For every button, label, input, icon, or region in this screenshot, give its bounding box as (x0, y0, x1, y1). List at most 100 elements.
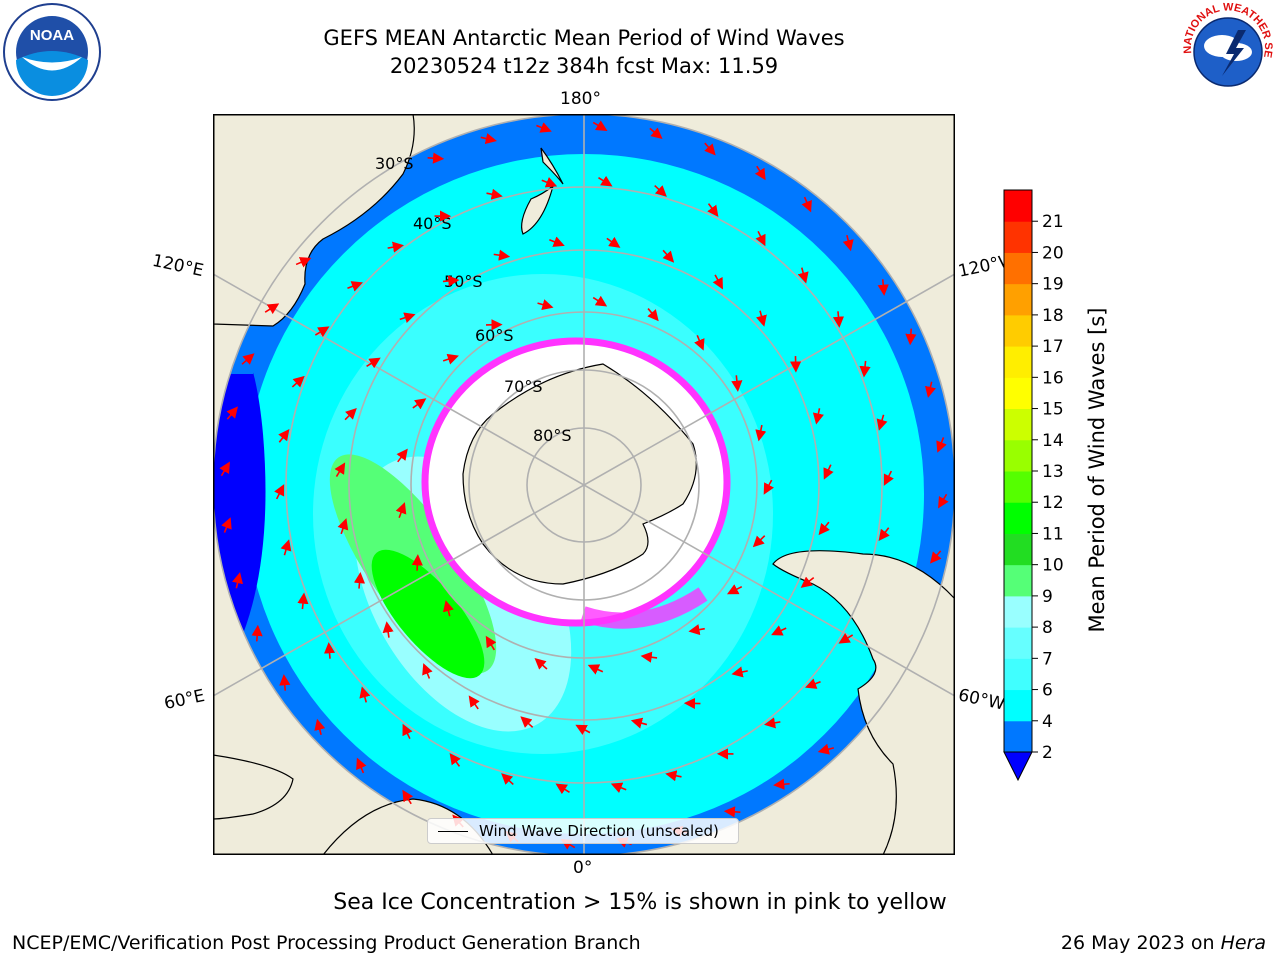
wave-direction-arrow (823, 464, 834, 480)
colorbar-swatch (1004, 314, 1032, 347)
wave-direction-arrow (356, 757, 367, 774)
wave-direction-arrow (763, 717, 781, 729)
wave-direction-arrow (449, 753, 461, 767)
wave-direction-arrow (536, 122, 552, 133)
wave-direction-arrow (402, 789, 414, 805)
wave-direction-arrow (859, 360, 871, 378)
wave-direction-arrow (427, 152, 445, 164)
wave-direction-arrow (876, 414, 888, 431)
wave-direction-arrow (402, 723, 413, 740)
colorbar-swatch (1004, 346, 1032, 378)
wave-direction-arrow (924, 381, 936, 398)
graticule (213, 114, 955, 855)
wave-direction-arrow (773, 778, 790, 790)
wave-direction-arrow (314, 326, 330, 338)
colorbar-swatch (1004, 283, 1032, 316)
wave-direction-arrow (442, 353, 459, 365)
wave-direction-arrow (592, 295, 608, 307)
lat-label-80s: 80°S (533, 426, 572, 445)
colorbar-swatch (1004, 595, 1032, 628)
wave-direction-arrow (337, 518, 349, 535)
footer-host: Hera (1220, 932, 1266, 954)
wave-direction-arrow (366, 357, 381, 369)
colorbar-tick-label: 12 (1042, 493, 1064, 513)
wave-direction-arrow (647, 308, 659, 322)
chart-subtitle: 20230524 t12z 384h fcst Max: 11.59 (389, 54, 779, 78)
wave-direction-arrow (688, 624, 705, 636)
legend-label: Wind Wave Direction (unscaled) (479, 822, 719, 840)
wave-direction-arrow (883, 470, 894, 486)
wave-direction-arrow (771, 625, 787, 636)
colorbar-tick-label: 17 (1042, 337, 1064, 357)
wave-direction-arrow (486, 188, 503, 200)
wave-direction-arrow (295, 257, 312, 268)
colorbar-tick-label: 14 (1042, 431, 1064, 451)
wave-direction-arrow (649, 127, 663, 139)
colorbar-swatch (1004, 252, 1032, 285)
colorbar-swatch (1004, 471, 1032, 503)
wave-direction-arrow (731, 375, 743, 392)
colorbar-swatch (1004, 564, 1032, 597)
wave-direction-arrow (936, 437, 947, 453)
wave-direction-arrow (537, 299, 554, 310)
wave-direction-arrow (422, 663, 433, 679)
wave-direction-arrow (264, 303, 280, 315)
colorbar-tick-label: 2 (1042, 743, 1053, 763)
wave-direction-arrow (726, 584, 743, 595)
wave-direction-arrow (334, 462, 346, 477)
wave-direction-arrow (541, 177, 558, 188)
noaa-logo: NOAA (3, 3, 101, 101)
wave-direction-arrow (232, 572, 244, 589)
wave-direction-arrow (755, 424, 767, 442)
wave-direction-arrow (592, 120, 608, 131)
colorbar-tick-label: 6 (1042, 681, 1053, 701)
colorbar-tick-label: 19 (1042, 275, 1064, 295)
wave-direction-arrow (665, 770, 682, 782)
wave-direction-arrow (832, 311, 845, 328)
new-zealand-land (521, 184, 555, 235)
wave-direction-arrow (755, 230, 766, 247)
colorbar-tick-label: 16 (1042, 368, 1064, 388)
wave-direction-arrow (493, 249, 511, 261)
colorbar-swatch (1004, 689, 1032, 722)
lat-label-30s: 30°S (375, 154, 414, 173)
wave-direction-arrow (279, 674, 291, 691)
wave-direction-arrow (654, 184, 667, 197)
map-panel: 30°S 40°S 50°S 60°S 70°S 80°S (213, 114, 955, 855)
wave-direction-arrow (442, 600, 454, 617)
wave-direction-arrow (801, 196, 812, 213)
wave-direction-arrow (938, 493, 949, 509)
wave-direction-arrow (842, 234, 854, 252)
lon-label-60e: 60°E (162, 685, 207, 715)
colorbar-swatch (1004, 658, 1032, 691)
wave-direction-arrow (731, 666, 748, 678)
map-frame (213, 114, 955, 855)
nws-logo: NATIONAL WEATHER SERVICE (1178, 2, 1276, 100)
colorbar-tick-label: 4 (1042, 712, 1053, 732)
wave-direction-arrow (396, 448, 408, 463)
wave-direction-arrow (291, 375, 305, 388)
colorbar-under-arrow (1003, 751, 1033, 782)
wave-direction-arrow (485, 635, 497, 651)
wave-direction-arrow (501, 773, 514, 786)
lat-label-60s: 60°S (475, 326, 514, 345)
wave-direction-arrow (817, 743, 835, 755)
wave-direction-arrow (480, 133, 497, 145)
wave-direction-arrow (555, 783, 570, 795)
wave-direction-arrow (344, 407, 357, 421)
wave-direction-arrow (754, 165, 766, 181)
wave-direction-arrow (812, 408, 824, 425)
madagascar-land (213, 754, 294, 820)
colorbar-tick-label: 9 (1042, 587, 1053, 607)
wave-direction-arrow (468, 695, 480, 710)
colorbar-tick-label: 15 (1042, 400, 1064, 420)
wave-direction-arrow (606, 236, 621, 248)
wave-direction-arrow (399, 312, 416, 324)
colorbar-tick-label: 21 (1042, 212, 1064, 232)
wave-direction-arrow (818, 521, 830, 536)
colorbar-tick-label: 18 (1042, 306, 1064, 326)
wave-direction-arrow (905, 328, 917, 346)
chart-title: GEFS MEAN Antarctic Mean Period of Wind … (323, 26, 845, 50)
wave-direction-arrow (575, 724, 591, 735)
wave-direction-arrow (930, 550, 942, 564)
